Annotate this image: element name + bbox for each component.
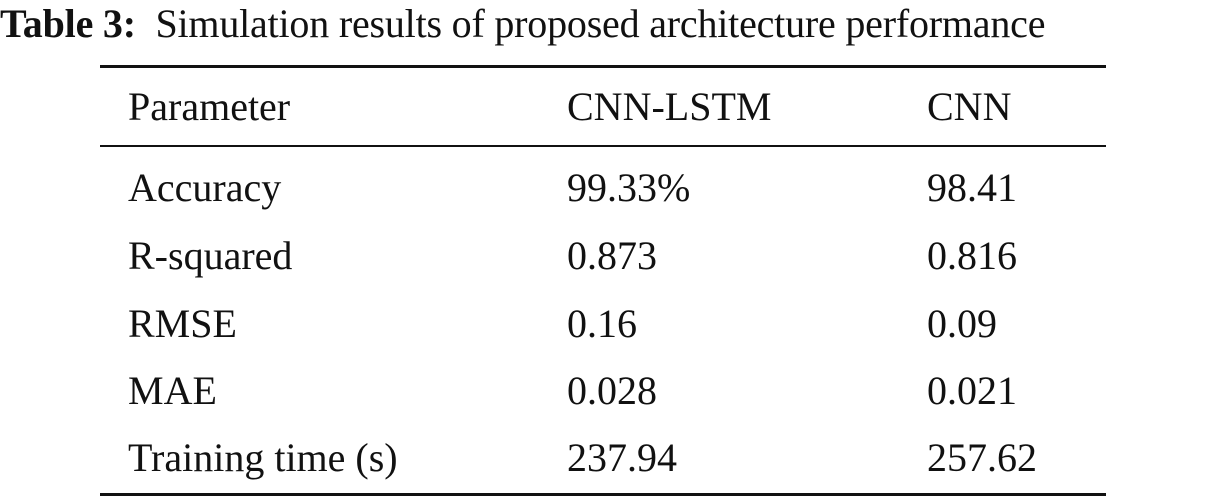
table-caption-text: Simulation results of proposed architect… — [155, 1, 1046, 46]
row-parameter-cell: Accuracy — [128, 165, 282, 210]
row-cnn-lstm-cell: 99.33% — [567, 165, 691, 210]
row-cnn-cell: 0.021 — [927, 368, 1017, 413]
row-cnn-cell: 257.62 — [927, 435, 1037, 480]
table-caption: Table 3: Simulation results of proposed … — [0, 2, 1206, 46]
table-top-rule — [100, 65, 1106, 68]
table-bottom-rule — [100, 493, 1106, 496]
header-parameter: Parameter — [128, 84, 291, 129]
row-parameter-cell: Training time (s) — [128, 435, 398, 480]
row-cnn-cell: 98.41 — [927, 165, 1017, 210]
row-cnn-cell: 0.816 — [927, 233, 1017, 278]
row-cnn-lstm-cell: 0.16 — [567, 301, 637, 346]
header-cnn: CNN — [927, 84, 1012, 129]
row-cnn-cell: 0.09 — [927, 301, 997, 346]
header-cnn-lstm: CNN-LSTM — [567, 84, 772, 129]
row-parameter-cell: MAE — [128, 368, 217, 413]
row-cnn-lstm-cell: 0.873 — [567, 233, 657, 278]
row-cnn-lstm-cell: 0.028 — [567, 368, 657, 413]
table-caption-label: Table 3: — [0, 1, 136, 46]
row-parameter-cell: R-squared — [128, 233, 293, 278]
table-header-rule — [100, 145, 1106, 147]
row-parameter-cell: RMSE — [128, 301, 237, 346]
row-cnn-lstm-cell: 237.94 — [567, 435, 677, 480]
